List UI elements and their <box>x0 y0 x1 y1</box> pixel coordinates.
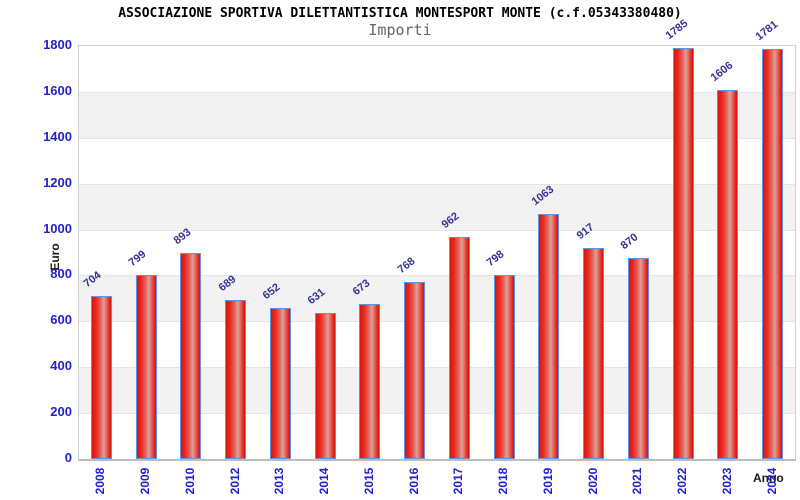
y-tick-label: 400 <box>50 358 72 374</box>
bar-2018 <box>494 275 515 459</box>
x-tick-label: 2017 <box>451 467 465 495</box>
grid-band <box>79 229 795 276</box>
x-axis-title: Anno <box>753 471 784 485</box>
x-tick-label: 2012 <box>228 467 242 495</box>
x-tick-label: 2010 <box>183 467 197 495</box>
bar-2014 <box>315 313 336 459</box>
bar-2024 <box>762 49 783 459</box>
bar-2015 <box>359 304 380 459</box>
grid-band <box>79 137 795 184</box>
bar-2016 <box>404 282 425 459</box>
x-tick-label: 2023 <box>720 467 734 495</box>
x-tick-label: 2009 <box>138 467 152 495</box>
y-tick-label: 1200 <box>43 174 72 190</box>
y-tick-label: 200 <box>50 404 72 420</box>
bar-2012 <box>225 300 246 459</box>
bar-2023 <box>717 90 738 459</box>
grid-band <box>79 413 795 459</box>
bar-2010 <box>180 253 201 459</box>
x-tick-label: 2024 <box>765 467 779 495</box>
x-tick-label: 2008 <box>93 467 107 495</box>
bar-2021 <box>628 258 649 459</box>
x-tick-label: 2013 <box>272 467 286 495</box>
chart-subtitle: Importi <box>368 21 432 39</box>
grid-band <box>79 321 795 367</box>
y-tick-label: 800 <box>50 266 72 282</box>
y-tick-label: 1400 <box>43 128 72 144</box>
x-tick-label: 2014 <box>317 467 331 495</box>
plot-area: 704 799 893 689 652 631 673 768 962 798 1063 917 870… <box>78 17 796 461</box>
bar-2008 <box>91 296 112 459</box>
bar-2017 <box>449 237 470 459</box>
y-tick-label: 1600 <box>43 82 72 98</box>
y-tick-label: 0 <box>64 450 72 465</box>
x-tick-label: 2020 <box>586 467 600 495</box>
chart-title: ASSOCIAZIONE SPORTIVA DILETTANTISTICA MO… <box>118 6 682 21</box>
bar-2013 <box>270 308 291 459</box>
y-tick-label: 600 <box>50 312 72 328</box>
x-tick-label: 2022 <box>675 467 689 495</box>
y-tick-label: 1800 <box>43 37 72 52</box>
bar-2022 <box>673 48 694 459</box>
x-tick-label: 2018 <box>496 467 510 495</box>
bar-2019 <box>538 214 559 459</box>
x-tick-label: 2019 <box>541 467 555 495</box>
bar-2020 <box>583 248 604 459</box>
x-tick-label: 2021 <box>630 467 644 495</box>
y-tick-label: 1000 <box>43 220 72 236</box>
x-tick-label: 2015 <box>362 467 376 495</box>
x-tick-label: 2016 <box>407 467 421 495</box>
bar-2009 <box>136 275 157 459</box>
